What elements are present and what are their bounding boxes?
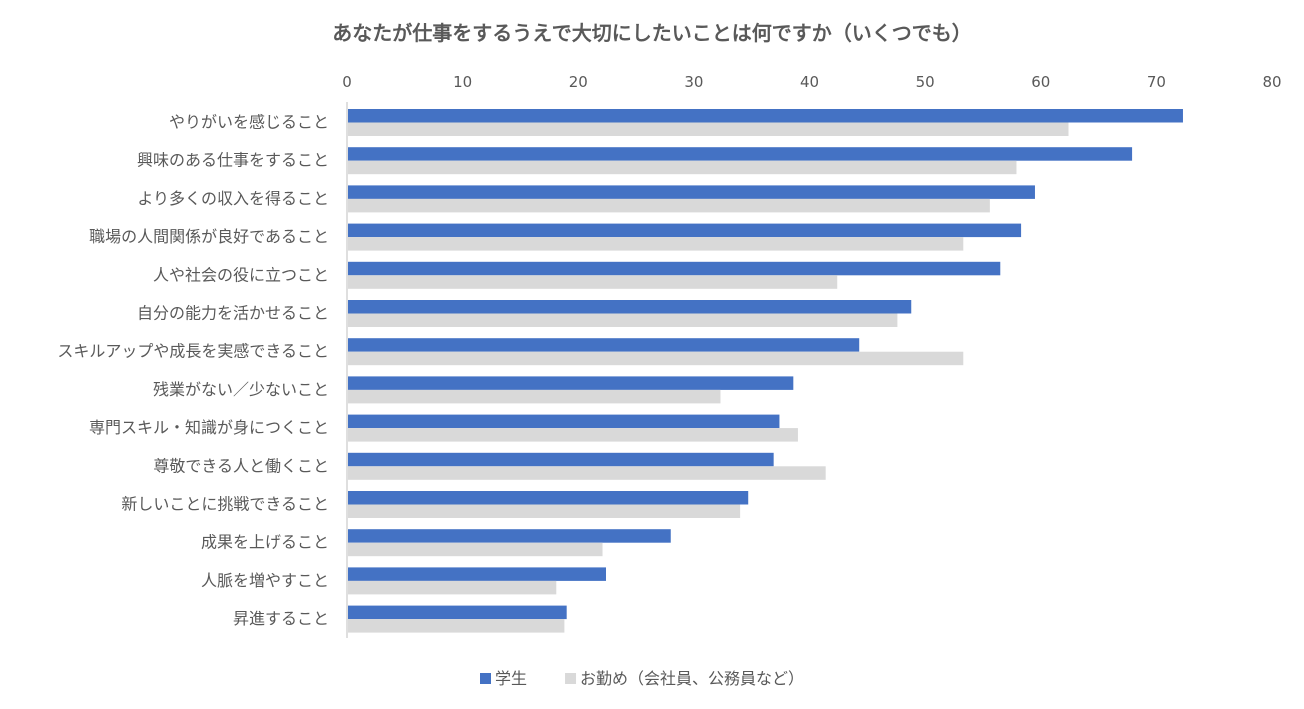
- bar-student: [348, 109, 1183, 123]
- bar-student: [348, 261, 1001, 276]
- bar-student: [348, 529, 671, 543]
- bar-student: [348, 147, 1133, 161]
- bar-employed: [348, 466, 826, 480]
- legend-swatch-employed: [565, 673, 577, 684]
- bar-employed: [348, 351, 964, 366]
- bar-employed: [348, 275, 838, 289]
- x-tick-label: 30: [684, 73, 703, 91]
- x-tick-label: 20: [569, 73, 588, 91]
- x-tick-label: 80: [1262, 73, 1281, 91]
- bar-employed: [348, 504, 741, 518]
- x-tick-label: 0: [342, 73, 352, 91]
- bar-employed: [348, 619, 565, 633]
- bars-group: [348, 109, 1183, 633]
- category-label: 残業がない／少ないこと: [153, 380, 329, 399]
- category-labels: やりがいを感じること興味のある仕事をすることより多くの収入を得ること職場の人間関…: [57, 113, 329, 629]
- bar-employed: [348, 160, 1017, 175]
- legend-label-student: 学生: [495, 669, 527, 688]
- bar-student: [348, 414, 780, 429]
- x-tick-label: 40: [800, 73, 819, 91]
- category-label: 興味のある仕事をすること: [137, 151, 329, 170]
- bar-employed: [348, 542, 603, 557]
- x-tick-label: 60: [1031, 73, 1050, 91]
- bar-student: [348, 223, 1022, 238]
- x-tick-label: 70: [1147, 73, 1166, 91]
- legend-swatch-student: [480, 673, 491, 684]
- category-label: 新しいことに挑戦できること: [121, 495, 329, 514]
- bar-employed: [348, 313, 898, 327]
- bar-employed: [348, 122, 1069, 136]
- bar-student: [348, 300, 912, 314]
- category-label: スキルアップや成長を実感できること: [57, 342, 329, 361]
- category-label: 自分の能力を活かせること: [137, 304, 329, 323]
- x-tick-label: 10: [453, 73, 472, 91]
- bar-student: [348, 567, 606, 581]
- category-label: 専門スキル・知識が身につくこと: [89, 418, 329, 437]
- x-tick-label: 50: [916, 73, 935, 91]
- category-label: より多くの収入を得ること: [137, 189, 329, 208]
- bar-employed: [348, 580, 557, 595]
- bar-student: [348, 605, 567, 620]
- legend-label-employed: お勤め（会社員、公務員など）: [580, 669, 804, 688]
- bar-employed: [348, 428, 798, 442]
- category-label: 成果を上げること: [201, 533, 329, 552]
- bar-student: [348, 338, 860, 352]
- bar-student: [348, 452, 774, 467]
- category-label: 尊敬できる人と働くこと: [153, 456, 329, 475]
- category-label: やりがいを感じること: [169, 113, 329, 132]
- category-label: 職場の人間関係が良好であること: [89, 227, 329, 246]
- bar-employed: [348, 198, 990, 213]
- bar-employed: [348, 237, 964, 251]
- bar-student: [348, 376, 794, 390]
- chart-title: あなたが仕事をするうえで大切にしたいことは何ですか（いくつでも）: [332, 21, 971, 45]
- category-label: 昇進すること: [233, 609, 329, 628]
- legend: 学生 お勤め（会社員、公務員など）: [480, 669, 804, 688]
- x-axis-ticks: 0 10 20 30 40 50 60 70 80: [342, 73, 1281, 91]
- bar-student: [348, 185, 1035, 199]
- category-label: 人や社会の役に立つこと: [153, 265, 329, 284]
- category-label: 人脈を増やすこと: [201, 571, 329, 590]
- bar-employed: [348, 389, 721, 404]
- bar-student: [348, 491, 749, 505]
